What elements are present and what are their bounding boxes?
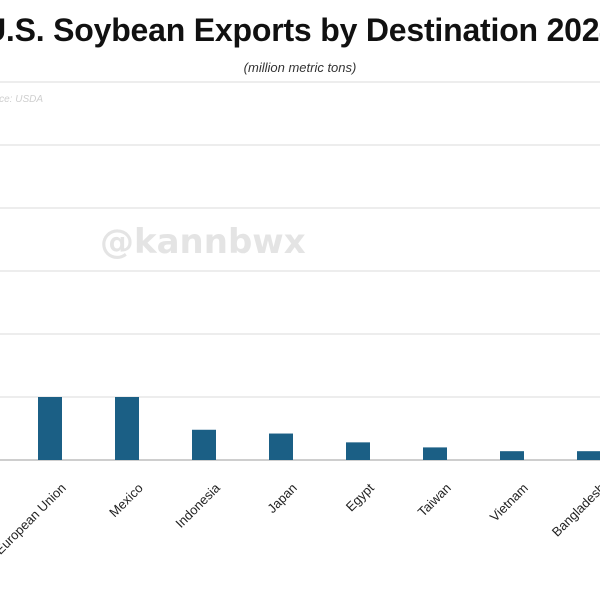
x-tick-label: Taiwan	[415, 480, 454, 519]
x-tick-label: Indonesia	[172, 480, 223, 531]
chart-subtitle: (million metric tons)	[243, 60, 357, 75]
x-tick-label: Vietnam	[487, 480, 531, 524]
gridlines	[0, 81, 600, 461]
bar	[423, 447, 447, 460]
x-tick-label: European Union	[0, 480, 69, 557]
x-tick-label: Mexico	[106, 480, 146, 520]
chart-title: U.S. Soybean Exports by Destination 2024	[0, 12, 600, 48]
x-tick-label: Bangladesh	[549, 480, 600, 539]
x-tick-labels: ChinaEuropean UnionMexicoIndonesiaJapanE…	[0, 480, 600, 558]
bar	[38, 397, 62, 460]
bar	[500, 451, 524, 460]
x-tick-label: Egypt	[343, 480, 377, 514]
bar	[192, 429, 216, 460]
bar	[115, 397, 139, 460]
x-tick-label: Japan	[264, 480, 300, 516]
source-note: Source: USDA	[0, 94, 44, 105]
watermark: @kannbwx	[100, 222, 306, 262]
bars	[38, 397, 600, 460]
bar	[269, 433, 293, 460]
bar	[577, 451, 600, 460]
bar	[346, 442, 370, 460]
